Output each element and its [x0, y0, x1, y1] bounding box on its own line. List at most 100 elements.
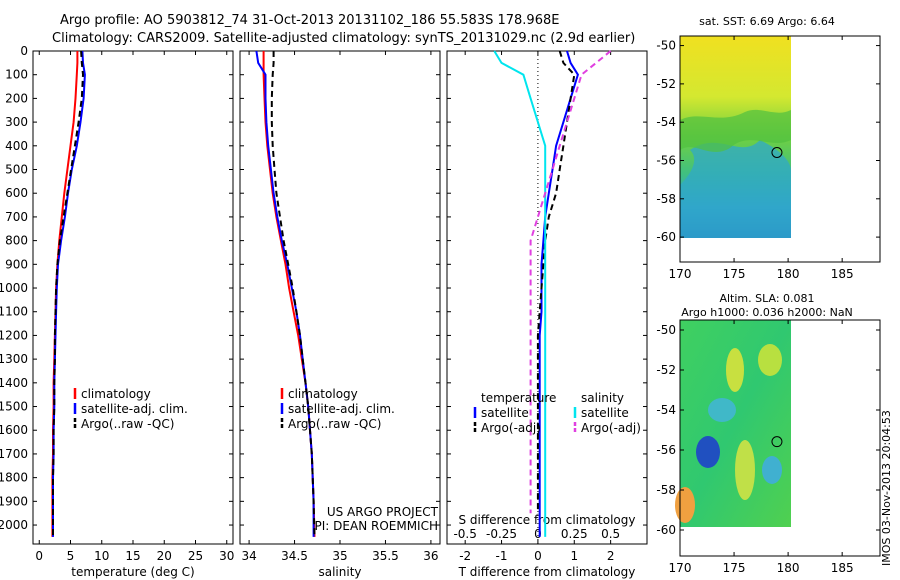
legend-entry: Argo(..raw -QC)	[288, 417, 381, 431]
header-line2: Climatology: CARS2009. Satellite-adjuste…	[52, 31, 635, 46]
series-line	[536, 50, 576, 514]
x-tick-label: 2	[607, 549, 615, 563]
depth-tick-label: 2000	[0, 518, 28, 532]
x-tick-label: 1	[570, 549, 578, 563]
depth-tick-label: 800	[5, 234, 28, 248]
x-tick-label: 36	[423, 549, 438, 563]
s-tick-label: -0.5	[453, 527, 476, 541]
map-y-tick-label: -50	[656, 323, 676, 337]
sla-map-panel: Altim. SLA: 0.081 Argo h1000: 0.036 h200…	[656, 292, 881, 575]
x-axis-label: temperature (deg C)	[71, 565, 194, 579]
annotation-line2: PI: DEAN ROEMMICH	[315, 519, 438, 533]
sst-argo-marker	[771, 147, 783, 159]
x-tick-label: 20	[157, 549, 172, 563]
depth-tick-label: 1600	[0, 423, 28, 437]
sla-yellow-blob-3	[735, 440, 755, 500]
series-line	[270, 51, 316, 537]
plot-frame	[446, 50, 648, 545]
sla-map-frame	[679, 319, 881, 557]
x-axis-label: T difference from climatology	[458, 565, 636, 579]
s-tick-label: 0.25	[561, 527, 588, 541]
series-line	[529, 50, 612, 514]
legend-entry: satellite	[581, 406, 629, 420]
depth-tick-label: 100	[5, 68, 28, 82]
sla-cyan-blob	[708, 398, 736, 422]
x-tick-label: -2	[459, 549, 471, 563]
depth-tick-label: 300	[5, 115, 28, 129]
sla-cyan-blob-2	[762, 456, 782, 484]
difference-panel: -2 -1 0 1 2 T difference from climatology -0.5…	[446, 50, 648, 579]
s-axis-label: S difference from climatology	[459, 513, 636, 527]
x-tick-label: 5	[67, 549, 75, 563]
sst-map-title: sat. SST: 6.69 Argo: 6.64	[699, 15, 835, 28]
depth-tick-label: 1700	[0, 447, 28, 461]
depth-tick-label: 200	[5, 91, 28, 105]
map-x-tick-label: 180	[777, 561, 800, 575]
x-tick-label: 0	[35, 549, 43, 563]
sst-map-frame	[679, 35, 881, 263]
depth-tick-label: 1500	[0, 400, 28, 414]
sla-map-axes: 170 175 180 185 -50 -52 -54 -56 -58 -60	[656, 320, 880, 575]
legend-entry: Argo(-adj)	[481, 421, 541, 435]
map-y-tick-label: -52	[656, 77, 676, 91]
sst-map-axes: 170 175 180 185 -50 -52 -54 -56 -58 -60	[656, 36, 880, 281]
map-y-tick-label: -56	[656, 443, 676, 457]
s-tick-label: 0.5	[601, 527, 620, 541]
legend-header-salinity: salinity	[581, 391, 624, 405]
map-y-tick-label: -60	[656, 523, 676, 537]
s-tick-label: 0	[534, 527, 542, 541]
legend-entry: Argo(..raw -QC)	[81, 417, 174, 431]
depth-tick-label: 900	[5, 257, 28, 271]
legend-entry: satellite	[481, 406, 529, 420]
legend-entry: satellite-adj. clim.	[288, 402, 395, 416]
x-tick-label: 0	[534, 549, 542, 563]
sla-argo-marker	[771, 436, 783, 448]
map-x-tick-label: 185	[831, 267, 854, 281]
depth-tick-label: 700	[5, 210, 28, 224]
map-x-tick-label: 175	[723, 561, 746, 575]
depth-tick-label: 1800	[0, 471, 28, 485]
legend-entry: climatology	[81, 387, 151, 401]
legend-header-temperature: temperature	[481, 391, 556, 405]
map-y-tick-label: -60	[656, 230, 676, 244]
temperature-panel: 0100200300400500600700800900100011001200…	[0, 44, 234, 579]
sla-blue-blob	[696, 436, 720, 468]
map-y-tick-label: -58	[656, 192, 676, 206]
sst-cold-patch	[680, 140, 791, 238]
depth-tick-label: 1000	[0, 281, 28, 295]
sla-yellow-blob-2	[758, 344, 782, 376]
x-tick-label: 34.5	[281, 549, 308, 563]
legend-entry: climatology	[288, 387, 358, 401]
sla-yellow-blob-1	[726, 348, 744, 392]
depth-tick-label: 1100	[0, 305, 28, 319]
footer-stamp: IMOS 03-Nov-2013 20:04:53	[880, 410, 893, 566]
legend-entry: Argo(-adj)	[581, 421, 641, 435]
header-line1: Argo profile: AO 5903812_74 31-Oct-2013 …	[60, 13, 559, 28]
map-x-tick-label: 185	[831, 561, 854, 575]
series-line	[493, 50, 547, 537]
x-tick-label: 10	[94, 549, 109, 563]
map-y-tick-label: -54	[656, 115, 676, 129]
s-tick-label: -0.25	[486, 527, 517, 541]
x-tick-label: 30	[219, 549, 234, 563]
x-tick-label: -1	[496, 549, 508, 563]
depth-tick-label: 1300	[0, 352, 28, 366]
sla-map-subtitle: Argo h1000: 0.036 h2000: NaN	[681, 306, 853, 319]
sla-map-title: Altim. SLA: 0.081	[719, 292, 814, 305]
depth-tick-label: 1900	[0, 494, 28, 508]
plot-frame	[239, 50, 441, 545]
x-tick-label: 25	[188, 549, 203, 563]
map-x-tick-label: 170	[669, 267, 692, 281]
sst-map-panel: sat. SST: 6.69 Argo: 6.64 170 175 180 185 -5…	[656, 15, 881, 281]
map-y-tick-label: -52	[656, 363, 676, 377]
depth-tick-label: 0	[20, 44, 28, 58]
depth-tick-label: 1200	[0, 328, 28, 342]
sla-orange-blob	[675, 487, 695, 523]
x-tick-label: 15	[125, 549, 140, 563]
x-axis-label: salinity	[318, 565, 361, 579]
plot-frame	[32, 50, 234, 545]
depth-tick-label: 400	[5, 139, 28, 153]
map-y-tick-label: -50	[656, 39, 676, 53]
x-tick-label: 34	[241, 549, 256, 563]
